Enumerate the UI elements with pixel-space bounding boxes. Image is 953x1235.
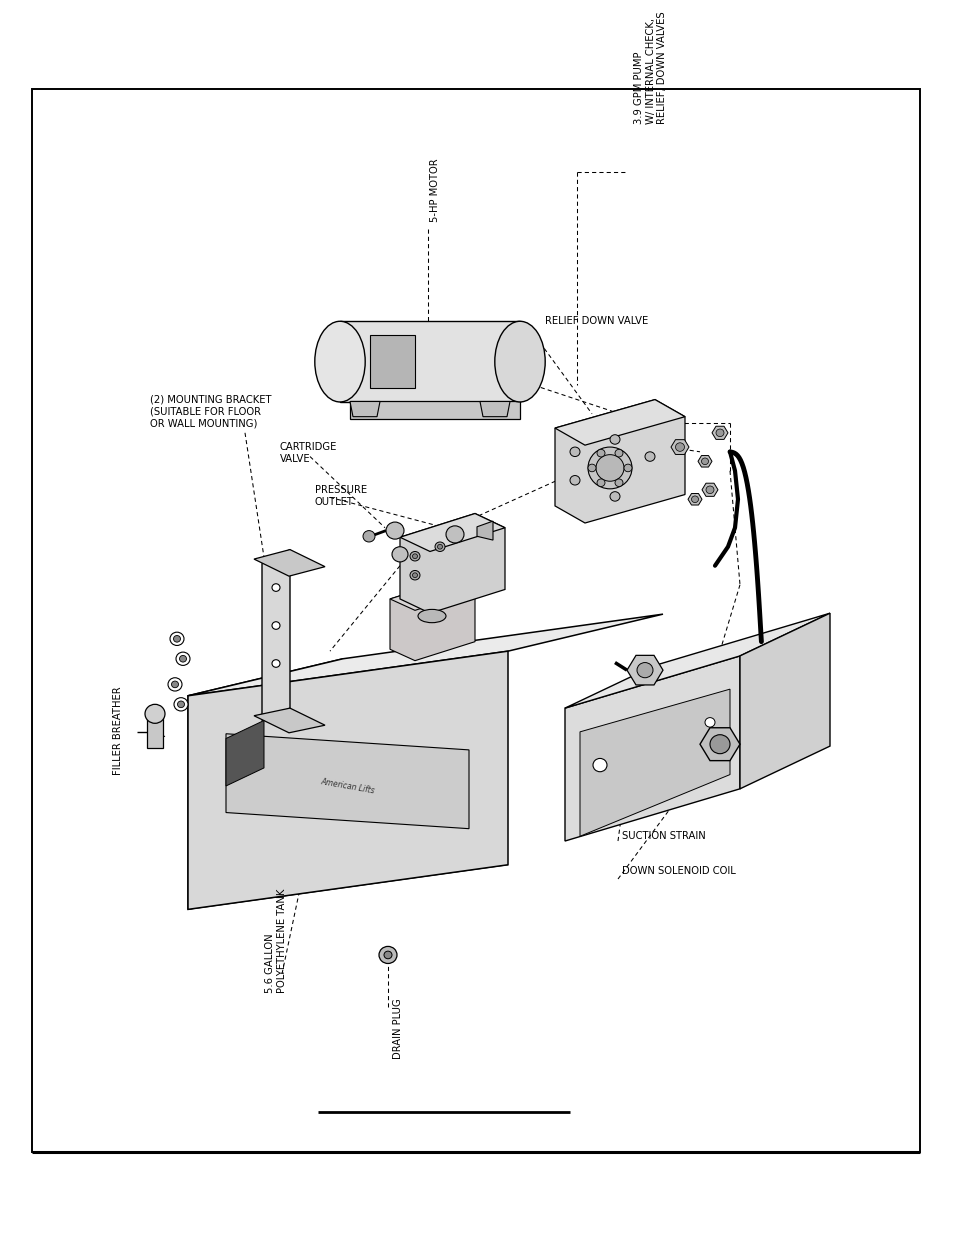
- Polygon shape: [701, 483, 718, 496]
- Text: (2) MOUNTING BRACKET
(SUITABLE FOR FLOOR
OR WALL MOUNTING): (2) MOUNTING BRACKET (SUITABLE FOR FLOOR…: [150, 395, 272, 429]
- Circle shape: [437, 545, 442, 550]
- Text: SUCTION STRAIN: SUCTION STRAIN: [621, 831, 705, 841]
- Text: FILLER BREATHER: FILLER BREATHER: [112, 685, 123, 774]
- Polygon shape: [626, 656, 662, 685]
- Polygon shape: [262, 550, 290, 720]
- Polygon shape: [564, 656, 740, 841]
- Polygon shape: [188, 614, 662, 695]
- Text: 5-HP MOTOR: 5-HP MOTOR: [430, 158, 439, 222]
- Circle shape: [386, 522, 403, 540]
- Circle shape: [175, 652, 190, 666]
- Polygon shape: [711, 426, 727, 440]
- Circle shape: [609, 492, 619, 501]
- Circle shape: [704, 718, 714, 727]
- Circle shape: [596, 454, 623, 482]
- Circle shape: [410, 552, 419, 561]
- Polygon shape: [555, 400, 684, 445]
- Circle shape: [392, 547, 408, 562]
- Circle shape: [700, 458, 708, 464]
- Circle shape: [179, 656, 186, 662]
- Polygon shape: [740, 614, 829, 789]
- Polygon shape: [687, 494, 701, 505]
- Circle shape: [587, 447, 631, 489]
- Text: 5.6 GALLON
POLYETHYLENE TANK: 5.6 GALLON POLYETHYLENE TANK: [265, 888, 286, 993]
- Circle shape: [593, 758, 606, 772]
- Ellipse shape: [314, 321, 365, 401]
- Circle shape: [716, 429, 723, 437]
- Polygon shape: [579, 689, 729, 836]
- Circle shape: [446, 526, 463, 543]
- Polygon shape: [555, 400, 684, 522]
- Polygon shape: [147, 718, 163, 748]
- Text: DOWN SOLENOID COIL: DOWN SOLENOID COIL: [621, 867, 735, 877]
- Circle shape: [272, 621, 280, 630]
- Circle shape: [609, 435, 619, 445]
- Polygon shape: [390, 580, 475, 610]
- Circle shape: [177, 701, 184, 708]
- Polygon shape: [479, 401, 510, 416]
- Ellipse shape: [417, 609, 446, 622]
- Polygon shape: [399, 514, 504, 614]
- Circle shape: [172, 680, 178, 688]
- Polygon shape: [476, 521, 493, 540]
- Text: PRESSURE
OUTLET: PRESSURE OUTLET: [314, 485, 367, 506]
- Circle shape: [410, 571, 419, 580]
- Polygon shape: [399, 514, 504, 552]
- Polygon shape: [188, 651, 507, 909]
- Circle shape: [378, 946, 396, 963]
- Circle shape: [569, 475, 579, 485]
- Circle shape: [173, 698, 188, 711]
- Circle shape: [597, 450, 604, 457]
- Polygon shape: [370, 335, 415, 388]
- Polygon shape: [564, 614, 829, 708]
- Polygon shape: [253, 708, 325, 732]
- Polygon shape: [339, 321, 519, 401]
- Circle shape: [412, 573, 417, 578]
- Circle shape: [412, 553, 417, 558]
- Text: American Lifts: American Lifts: [319, 777, 375, 795]
- Polygon shape: [670, 440, 688, 454]
- Circle shape: [145, 704, 165, 724]
- Circle shape: [705, 487, 713, 494]
- Polygon shape: [700, 727, 740, 761]
- Circle shape: [173, 636, 180, 642]
- Circle shape: [587, 464, 596, 472]
- Circle shape: [597, 479, 604, 487]
- Circle shape: [272, 584, 280, 592]
- Circle shape: [384, 951, 392, 958]
- Circle shape: [170, 632, 184, 646]
- Circle shape: [675, 443, 684, 451]
- Polygon shape: [350, 401, 519, 419]
- Circle shape: [623, 464, 631, 472]
- Circle shape: [615, 450, 622, 457]
- Polygon shape: [350, 401, 379, 416]
- Circle shape: [272, 659, 280, 667]
- Ellipse shape: [495, 321, 544, 401]
- Circle shape: [168, 678, 182, 692]
- Polygon shape: [253, 550, 325, 577]
- Polygon shape: [226, 720, 264, 785]
- Circle shape: [615, 479, 622, 487]
- Circle shape: [569, 447, 579, 457]
- Circle shape: [691, 496, 698, 503]
- Polygon shape: [226, 734, 469, 829]
- Circle shape: [363, 531, 375, 542]
- Polygon shape: [390, 580, 475, 661]
- Polygon shape: [188, 658, 343, 909]
- Circle shape: [609, 463, 619, 473]
- Text: DRAIN PLUG: DRAIN PLUG: [393, 999, 402, 1060]
- Polygon shape: [698, 456, 711, 467]
- Circle shape: [709, 735, 729, 753]
- Text: RELIEF DOWN VALVE: RELIEF DOWN VALVE: [544, 316, 648, 326]
- Text: CARTRIDGE
VALVE: CARTRIDGE VALVE: [280, 442, 337, 464]
- Text: 3.9 GPM PUMP
W/ INTERNAL CHECK,
RELIEF, DOWN VALVES: 3.9 GPM PUMP W/ INTERNAL CHECK, RELIEF, …: [634, 11, 666, 125]
- Circle shape: [637, 662, 652, 678]
- Circle shape: [435, 542, 444, 552]
- Circle shape: [644, 452, 655, 462]
